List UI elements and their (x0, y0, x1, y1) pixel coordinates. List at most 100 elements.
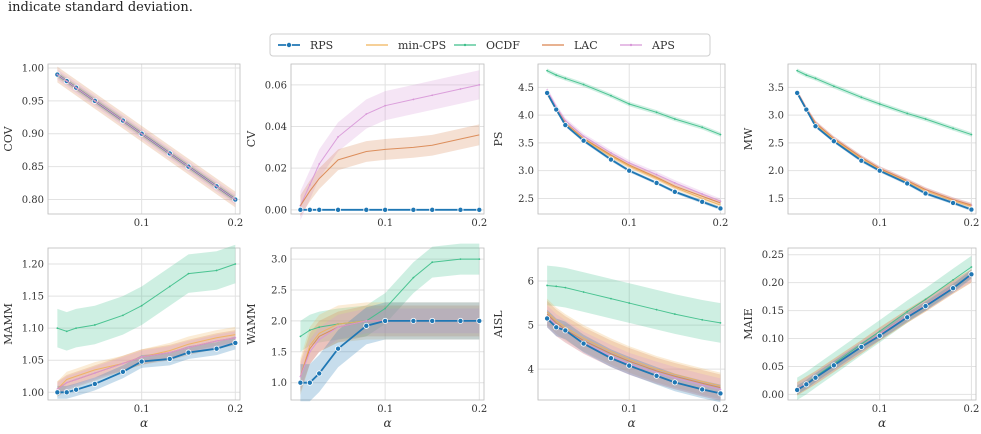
point-ocdf (65, 330, 68, 333)
point-ocdf (384, 307, 387, 310)
line-rps (57, 342, 236, 394)
point-aps (308, 350, 311, 353)
x-tick-label: 0.1 (134, 218, 150, 229)
point-ocdf (860, 96, 863, 99)
x-tick-label: 0.2 (963, 404, 979, 415)
panel-wamm: 0.1 0.2 1.0 1.5 2.0 2.5 3.0 WAMM α (245, 243, 487, 430)
point-rps (119, 368, 126, 375)
y-tick-label: 0.04 (265, 122, 287, 133)
x-tick-label: 0.1 (872, 218, 888, 229)
x-axis-label: α (140, 416, 148, 430)
point-aps (65, 80, 68, 83)
point-aps (673, 377, 676, 379)
point-ocdf (719, 133, 722, 136)
point-rps (562, 122, 569, 129)
point-rps (812, 374, 819, 381)
band-lac (300, 124, 480, 217)
plot-frame (787, 247, 977, 401)
plot-frame (47, 63, 241, 215)
point-rps (653, 179, 660, 186)
plot-area (291, 248, 484, 400)
point-rps (363, 206, 370, 213)
legend-item-aps: APS (620, 39, 675, 52)
y-tick-label: 2.0 (768, 166, 784, 177)
point-ocdf (701, 126, 704, 129)
y-tick-label: 0.00 (265, 205, 287, 216)
point-rps (803, 106, 810, 113)
point-rps (213, 345, 220, 352)
point-aps (215, 185, 218, 188)
point-rps (382, 317, 389, 324)
legend-marker (629, 43, 633, 47)
point-rps (382, 206, 389, 213)
y-axis-label: AISL (492, 310, 505, 339)
point-rps (335, 206, 342, 213)
point-rps (63, 389, 70, 396)
x-axis-label: α (627, 416, 635, 430)
point-rps (544, 89, 551, 96)
legend-marker (463, 43, 467, 47)
line-lac (546, 313, 721, 389)
point-ocdf (546, 69, 549, 72)
y-tick-label: 4.0 (518, 111, 534, 122)
point-aps (234, 336, 237, 339)
point-ocdf (952, 127, 954, 130)
band-ocdf (57, 244, 236, 351)
plot-area (788, 64, 976, 214)
point-ocdf (299, 335, 302, 338)
point-ocdf (555, 285, 558, 288)
legend-label: OCDF (486, 39, 520, 52)
point-aps (318, 338, 321, 341)
line-aps (57, 74, 236, 200)
y-tick-label: 1.5 (768, 194, 784, 205)
point-ocdf (412, 276, 415, 279)
point-rps (803, 381, 810, 388)
x-tick-label: 0.1 (134, 404, 150, 415)
y-tick-label: 2.5 (271, 286, 287, 297)
plot-area (291, 64, 484, 214)
point-ocdf (168, 285, 171, 288)
point-rps (316, 370, 323, 377)
point-ocdf (924, 298, 927, 301)
point-aps (701, 384, 704, 386)
point-ocdf (796, 69, 799, 72)
point-rps (476, 206, 483, 213)
point-rps (562, 327, 569, 334)
point-ocdf (431, 261, 434, 264)
panel-maie: 0.1 0.2 0.00 0.05 0.10 0.15 0.20 0.25 MAIE α (742, 247, 979, 430)
y-axis-label: MW (742, 127, 755, 150)
point-rps (544, 315, 551, 322)
point-rps (717, 205, 724, 212)
y-tick-label: 3.0 (768, 111, 784, 122)
legend-item-rps: RPS (278, 39, 333, 52)
y-tick-label: 1.05 (22, 356, 44, 367)
point-rps (876, 167, 883, 174)
point-aps (365, 320, 368, 322)
x-tick-label: 0.2 (471, 404, 487, 415)
point-rps (968, 271, 975, 278)
plot-area (538, 64, 725, 214)
point-aps (215, 340, 218, 342)
point-rps (699, 386, 706, 393)
x-tick-label: 0.2 (227, 218, 243, 229)
point-aps (365, 113, 368, 115)
point-ocdf (970, 133, 973, 136)
y-tick-label: 1.5 (271, 347, 287, 358)
point-ocdf (122, 314, 124, 317)
point-ocdf (93, 324, 96, 326)
line-ocdf (547, 284, 721, 324)
caption-text: indicate standard deviation. (8, 0, 193, 15)
point-ocdf (140, 304, 143, 307)
line-rps (546, 92, 721, 210)
point-rps (185, 349, 192, 356)
point-ocdf (701, 318, 704, 321)
x-tick-label: 0.2 (963, 218, 979, 229)
y-tick-label: 5 (528, 321, 534, 332)
point-rps (410, 317, 417, 324)
point-ocdf (215, 269, 218, 272)
point-ocdf (555, 74, 558, 77)
band-lac (547, 300, 721, 401)
point-rps (794, 386, 801, 393)
y-tick-label: 0.10 (762, 334, 784, 345)
